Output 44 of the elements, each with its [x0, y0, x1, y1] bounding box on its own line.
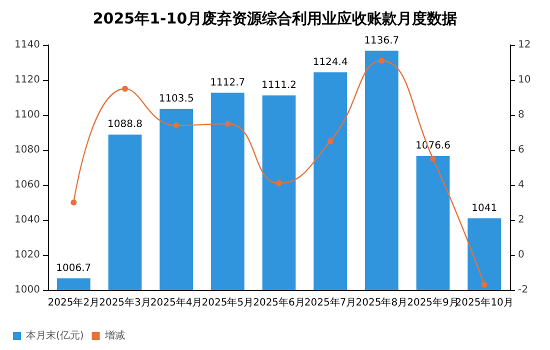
x-tick-label: 2025年7月: [304, 296, 356, 308]
x-tick-label: 2025年4月: [150, 296, 202, 308]
y2-tick-label: 6: [518, 144, 524, 156]
y2-tick-label: 0: [518, 250, 524, 260]
data-label: 1041: [472, 202, 498, 214]
data-label: 1136.7: [364, 35, 400, 46]
x-tick-label: 2025年10月: [455, 296, 514, 308]
point: [70, 200, 77, 206]
y-tick-label: 1000: [14, 284, 40, 296]
point: [430, 156, 436, 162]
y2-tick-label: 8: [518, 110, 524, 120]
point: [327, 138, 334, 144]
y2-tick-label: 10: [518, 74, 531, 86]
x-tick-label: 2025年6月: [253, 296, 305, 308]
point: [378, 58, 385, 64]
y2-tick-label: -2: [518, 284, 528, 296]
data-label: 1111.2: [262, 80, 296, 91]
x-tick-label: 2025年8月: [356, 296, 408, 308]
y-tick-label: 1120: [14, 74, 40, 86]
y-tick-label: 1060: [14, 180, 40, 190]
data-label: 1103.5: [158, 93, 194, 104]
point: [481, 282, 488, 288]
data-label: 1088.8: [108, 119, 142, 130]
y2-tick-label: 12: [518, 40, 531, 50]
point: [276, 180, 282, 186]
data-label: 1124.4: [312, 56, 348, 68]
legend-label: 本月末(亿元): [26, 330, 84, 342]
y-tick-label: 1080: [14, 144, 40, 156]
y-tick-label: 1020: [14, 250, 40, 260]
x-tick-label: 2025年5月: [202, 296, 254, 308]
y-tick-label: 1040: [14, 214, 40, 226]
y2-tick-label: 2: [518, 214, 524, 226]
legend-label: 增减: [104, 330, 125, 342]
data-label: 1006.7: [56, 262, 92, 274]
x-tick-label: 2025年2月: [48, 296, 100, 308]
y-tick-label: 1100: [14, 110, 40, 120]
x-tick-label: 2025年3月: [99, 296, 151, 308]
data-label: 1112.7: [210, 77, 246, 88]
chart-title: 2025年1-10月废弃资源综合利用业应收账款月度数据: [92, 10, 458, 28]
y-tick-label: 1140: [14, 40, 40, 50]
point: [224, 120, 231, 127]
point: [122, 86, 128, 92]
point: [173, 122, 180, 128]
y2-tick-label: 4: [518, 180, 524, 190]
